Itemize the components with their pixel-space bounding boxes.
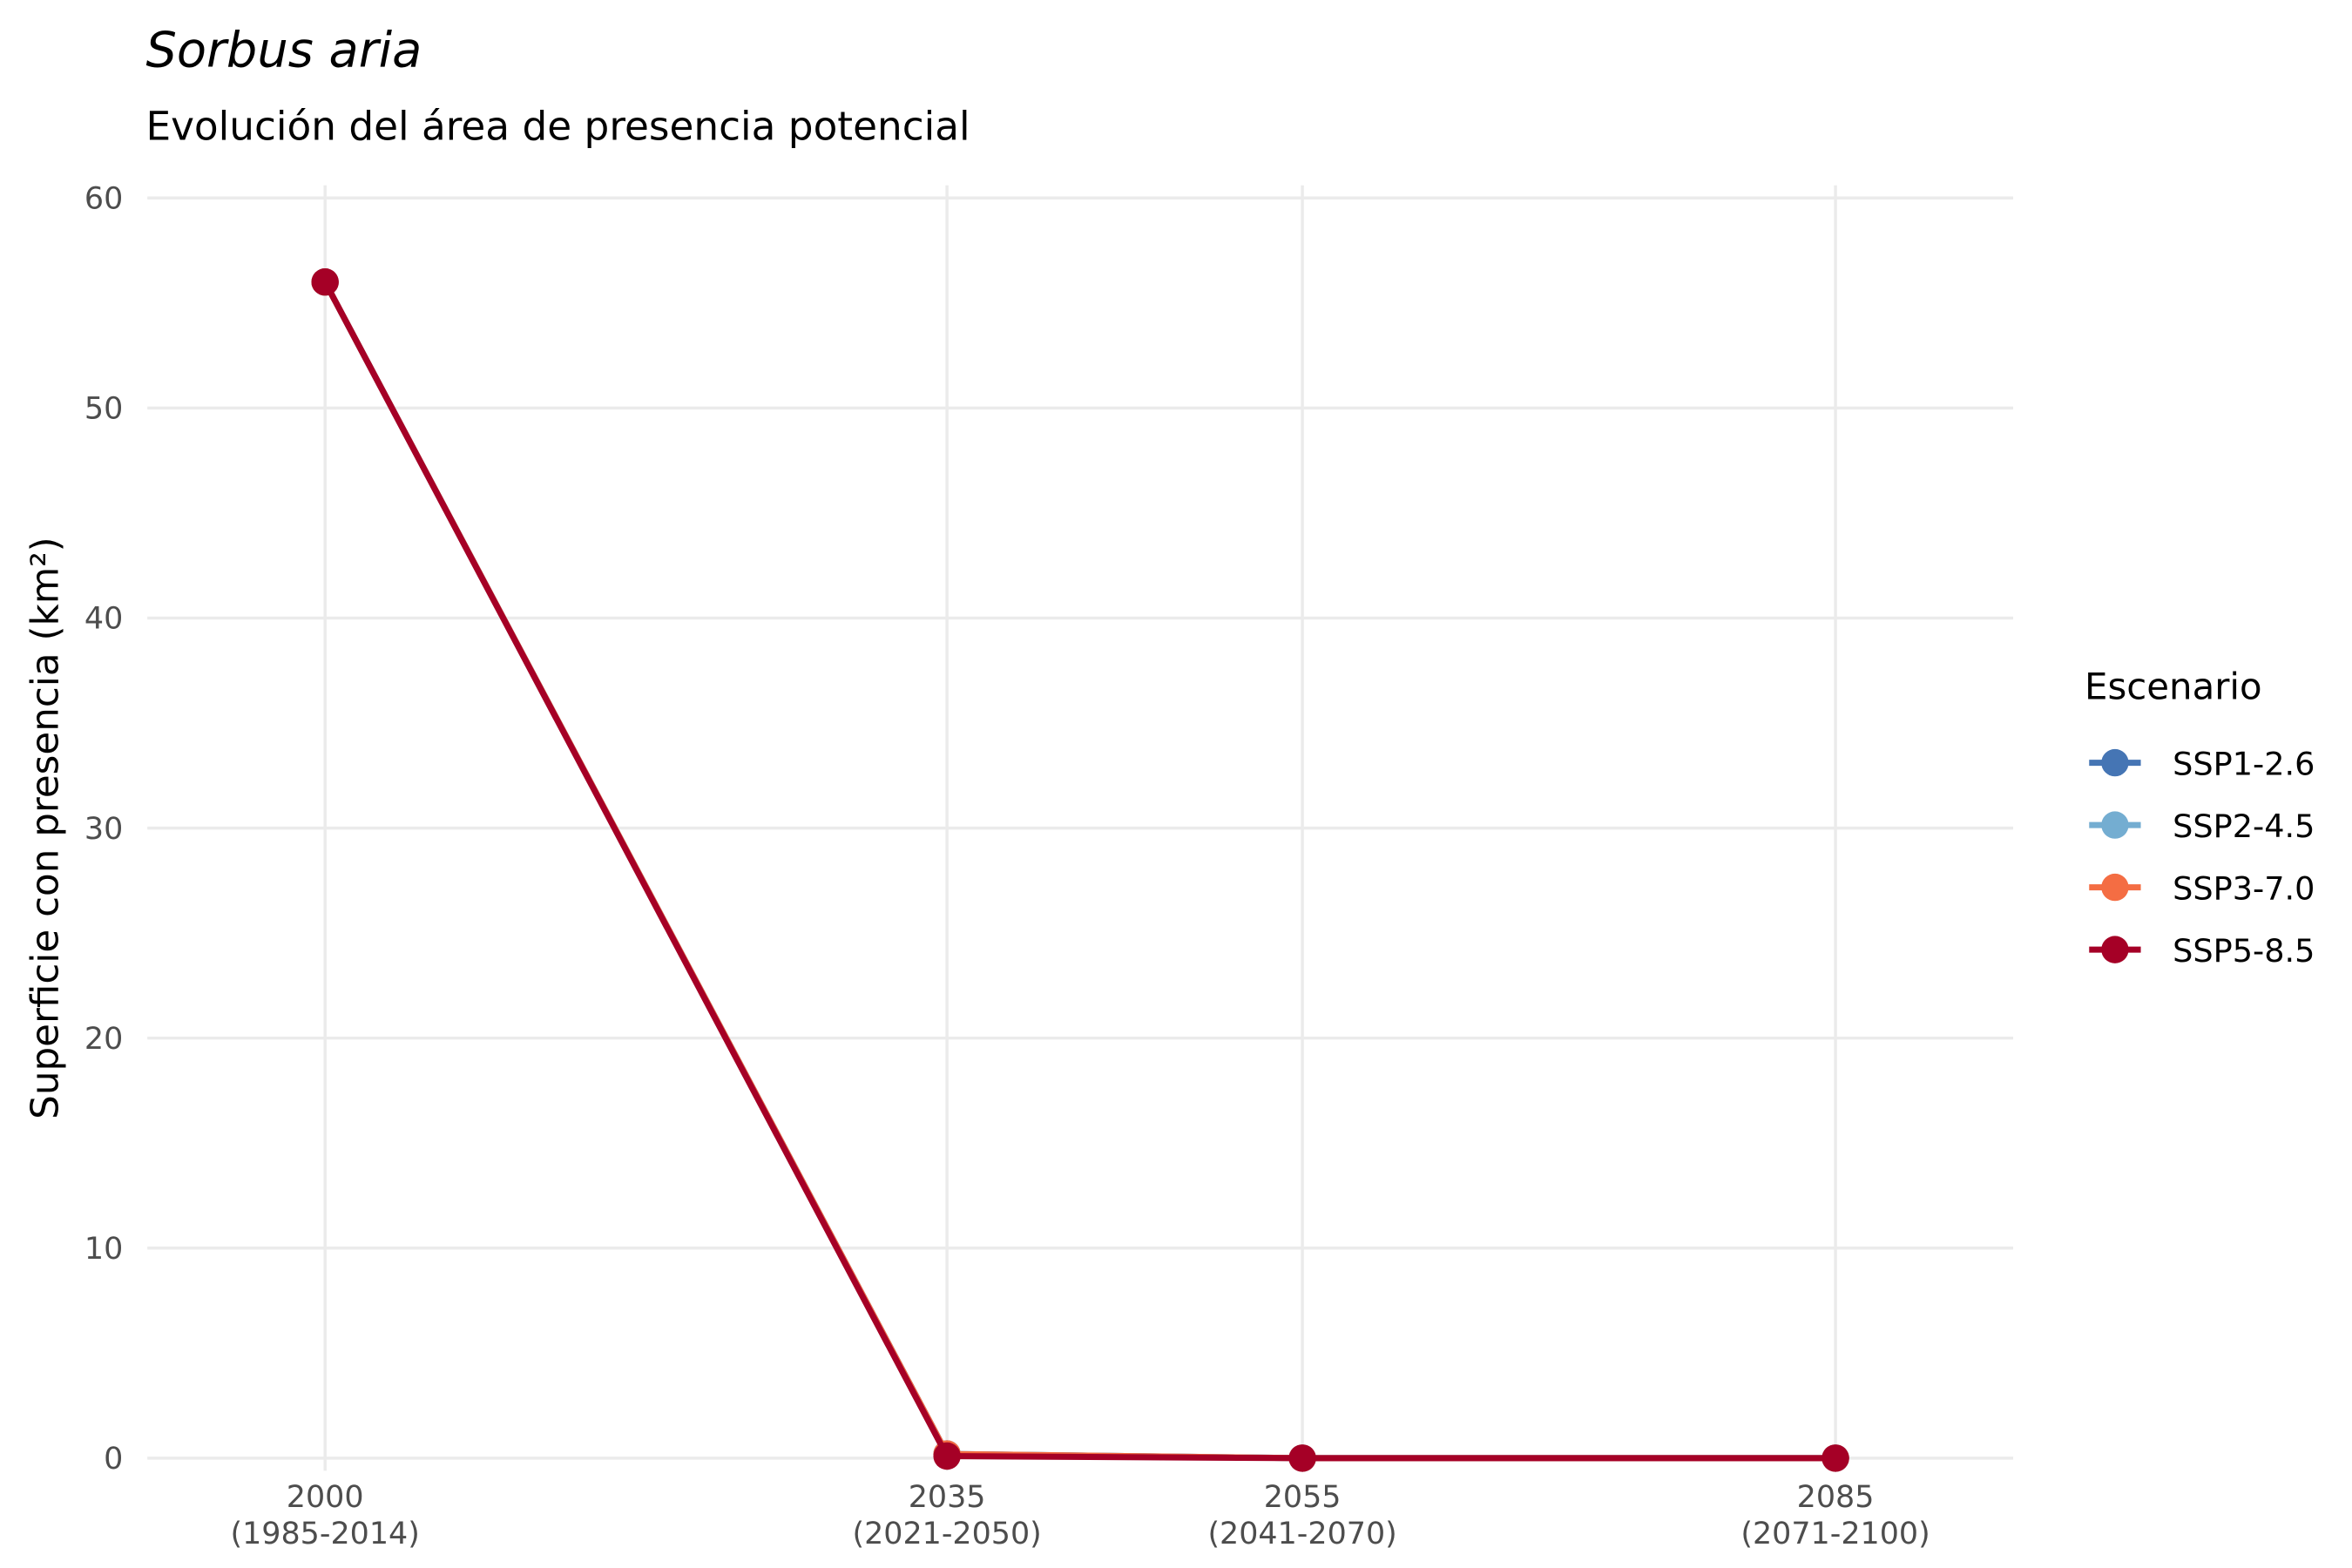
- chart-subtitle: Evolución del área de presencia potencia…: [145, 103, 970, 149]
- y-tick-label: 40: [84, 602, 123, 637]
- data-point: [1288, 1444, 1316, 1472]
- y-tick-label: 60: [84, 181, 123, 216]
- data-point: [311, 268, 339, 296]
- legend-swatch-point: [2101, 748, 2129, 777]
- y-tick-label: 0: [104, 1442, 123, 1477]
- legend-label: SSP5-8.5: [2173, 932, 2315, 970]
- y-tick-label: 50: [84, 392, 123, 427]
- y-axis-title: Superficie con presencia (km²): [24, 537, 67, 1119]
- series-line: [322, 280, 1836, 1462]
- series-line: [322, 280, 1836, 1462]
- chart-title: Sorbus aria: [145, 23, 422, 79]
- y-tick-label: 20: [84, 1022, 123, 1057]
- legend-label: SSP2-4.5: [2173, 808, 2315, 845]
- legend-swatch-point: [2101, 936, 2129, 963]
- data-point: [933, 1442, 961, 1470]
- y-tick-label: 30: [84, 812, 123, 847]
- x-tick-label: 2085 (2071-2100): [1740, 1480, 1930, 1551]
- x-tick-label: 2055 (2041-2070): [1207, 1480, 1396, 1551]
- series-line: [322, 280, 1836, 1462]
- legend-swatch-point: [2101, 873, 2129, 902]
- data-point: [1821, 1444, 1849, 1472]
- x-tick-label: 2035 (2021-2050): [852, 1480, 1041, 1551]
- legend-swatch-point: [2101, 811, 2129, 839]
- legend-label: SSP1-2.6: [2173, 746, 2315, 783]
- series-line: [322, 280, 1836, 1462]
- y-tick-label: 10: [84, 1232, 123, 1267]
- x-tick-label: 2000 (1985-2014): [231, 1480, 420, 1551]
- legend-title: Escenario: [2085, 665, 2262, 707]
- legend-label: SSP3-7.0: [2173, 870, 2315, 908]
